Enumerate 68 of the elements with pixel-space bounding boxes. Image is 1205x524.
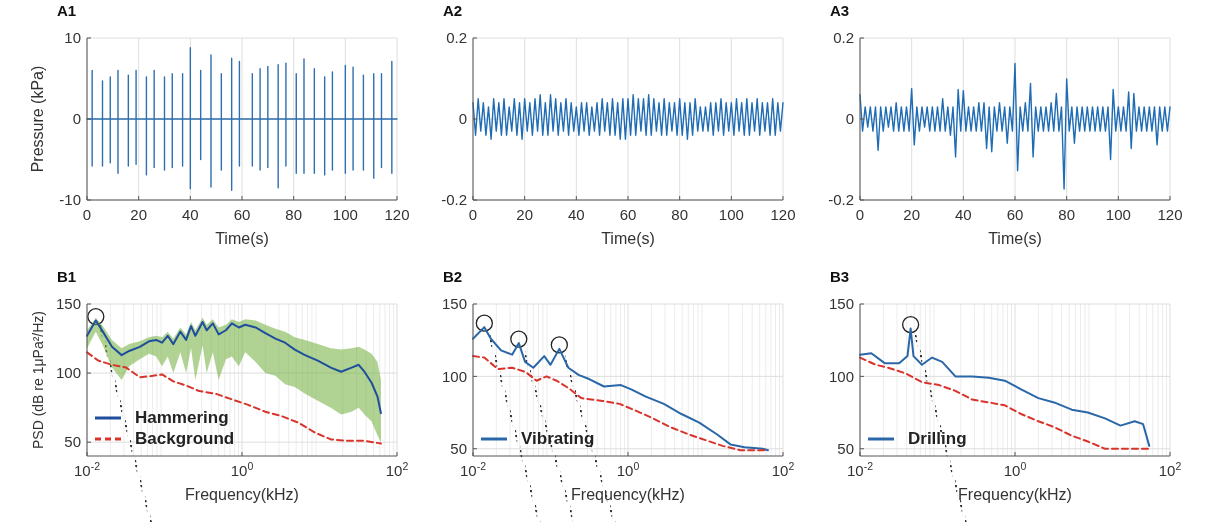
x-tick-label: 10$^{2}$ [1158, 460, 1182, 479]
x-tick-label: 60 [233, 206, 251, 223]
x-tick-label: 60 [1006, 206, 1024, 223]
x-tick-label: 0 [855, 206, 865, 223]
y-tick-label: -10 [59, 191, 81, 209]
y-axis-title: PSD (dB re 1μPa²/Hz) [30, 311, 46, 449]
x-tick-label: 40 [954, 206, 972, 223]
x-axis-title: Time(s) [988, 230, 1042, 247]
x-tick-label: 120 [770, 206, 796, 223]
y-tick-label: 0 [458, 110, 467, 128]
legend-label: Hammering [135, 408, 229, 427]
line-series [472, 94, 784, 140]
y-tick-label: -0.2 [828, 191, 854, 209]
y-tick-label: 150 [828, 295, 854, 313]
y-tick-label: 100 [55, 364, 81, 382]
chart-title: B3 [830, 268, 850, 285]
x-tick-label: 10$^{0}$ [1003, 460, 1027, 479]
x-axis-title: Frequency(kHz) [185, 486, 299, 503]
y-tick-label: 100 [441, 367, 467, 385]
y-tick-label: 0 [845, 110, 854, 128]
chart-title: B2 [443, 268, 463, 285]
y-tick-label: 0.2 [833, 29, 854, 47]
x-axis-title: Frequency(kHz) [958, 486, 1072, 503]
chart-title: B1 [57, 268, 77, 285]
chart-title: A3 [830, 2, 850, 19]
x-tick-label: 20 [903, 206, 921, 223]
y-tick-label: 10 [64, 29, 81, 47]
x-axis-title: Frequency(kHz) [571, 486, 685, 503]
chart-title: A2 [443, 2, 463, 19]
y-tick-label: -0.2 [441, 191, 467, 209]
x-tick-label: 80 [1058, 206, 1076, 223]
x-tick-label: 100 [332, 206, 358, 223]
x-tick-label: 120 [1157, 206, 1183, 223]
y-tick-label: 50 [64, 433, 81, 451]
y-tick-label: 150 [441, 295, 467, 313]
x-tick-label: 40 [567, 206, 585, 223]
legend-label: Vibrating [521, 429, 595, 448]
x-tick-label: 100 [1105, 206, 1131, 223]
x-tick-label: 20 [130, 206, 148, 223]
line-series [859, 62, 1171, 190]
y-tick-label: 0.2 [446, 29, 467, 47]
y-tick-label: 100 [828, 367, 854, 385]
y-tick-label: 0 [72, 110, 81, 128]
x-tick-label: 80 [285, 206, 303, 223]
legend-label: Background [135, 429, 235, 448]
x-tick-label: 10$^{0}$ [616, 460, 640, 479]
x-tick-label: 10$^{2}$ [385, 460, 409, 479]
x-axis-title: Time(s) [601, 230, 655, 247]
x-tick-label: 40 [181, 206, 199, 223]
x-tick-label: 20 [516, 206, 534, 223]
legend-label: Drilling [908, 429, 967, 448]
x-tick-label: 10$^{-2}$ [459, 460, 487, 479]
y-tick-label: 50 [450, 440, 467, 458]
x-tick-label: 100 [718, 206, 744, 223]
x-tick-label: 10$^{0}$ [230, 460, 254, 479]
x-tick-label: 120 [384, 206, 410, 223]
y-axis-title: Pressure (kPa) [29, 65, 46, 173]
x-tick-label: 10$^{-2}$ [846, 460, 874, 479]
x-tick-label: 60 [619, 206, 637, 223]
chart-title: A1 [57, 2, 77, 19]
y-tick-label: 150 [55, 295, 81, 313]
x-tick-label: 80 [671, 206, 689, 223]
x-tick-label: 10$^{-2}$ [73, 460, 101, 479]
x-tick-label: 0 [82, 206, 92, 223]
x-axis-title: Time(s) [215, 230, 269, 247]
y-tick-label: 50 [837, 440, 854, 458]
x-tick-label: 10$^{2}$ [771, 460, 795, 479]
x-tick-label: 0 [468, 206, 478, 223]
